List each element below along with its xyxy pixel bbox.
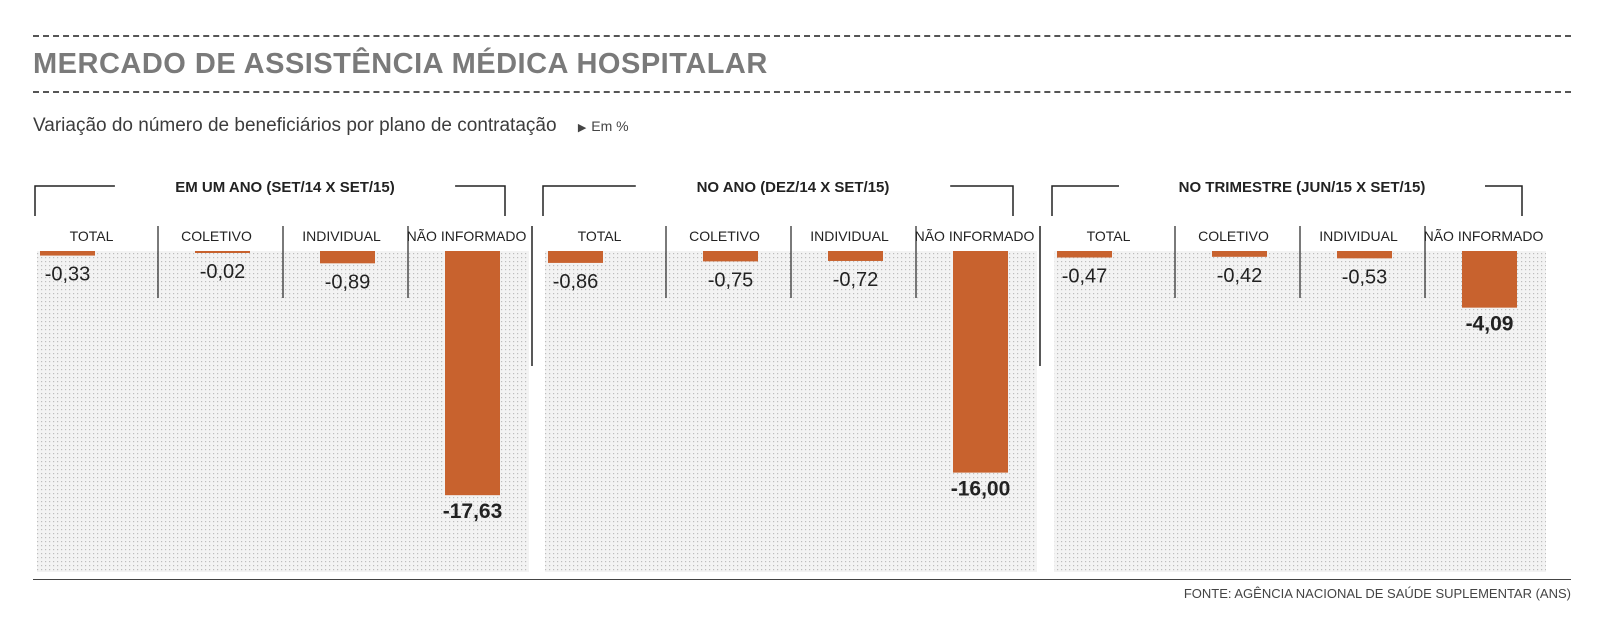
category-label: TOTAL: [70, 228, 114, 244]
unit-label: ▶ Em %: [578, 118, 629, 134]
category-label: INDIVIDUAL: [302, 228, 381, 244]
category-label: TOTAL: [578, 228, 622, 244]
category-label: NÃO INFORMADO: [1424, 228, 1544, 244]
bar: [1057, 251, 1112, 258]
bar: [828, 251, 883, 261]
bar: [1462, 251, 1517, 308]
value-label: -0,89: [325, 271, 371, 293]
value-label: -0,47: [1062, 266, 1108, 288]
bar: [445, 251, 500, 496]
panel-bracket-left: [542, 185, 636, 216]
category-label: COLETIVO: [689, 228, 760, 244]
value-label: -0,53: [1342, 266, 1388, 288]
category-label: COLETIVO: [181, 228, 252, 244]
category-label: NÃO INFORMADO: [407, 228, 527, 244]
bar: [1212, 251, 1267, 257]
value-label: -0,75: [708, 269, 754, 291]
value-label: -0,86: [553, 271, 599, 293]
bar: [195, 251, 250, 253]
chart-title: MERCADO DE ASSISTÊNCIA MÉDICA HOSPITALAR: [33, 48, 768, 80]
source-note: FONTE: AGÊNCIA NACIONAL DE SAÚDE SUPLEME…: [1183, 586, 1571, 601]
value-label: -16,00: [951, 478, 1011, 501]
category-label: TOTAL: [1087, 228, 1131, 244]
category-label: COLETIVO: [1198, 228, 1269, 244]
chart-subtitle: Variação do número de beneficiários por …: [33, 115, 629, 137]
panel-title: NO TRIMESTRE (JUN/15 X SET/15): [1179, 179, 1426, 196]
bar: [320, 251, 375, 264]
bar: [40, 251, 95, 256]
value-label: -4,09: [1466, 313, 1514, 336]
subtitle-text: Variação do número de beneficiários por …: [33, 115, 557, 136]
panel-bracket-left: [1051, 185, 1119, 216]
top-dashed-rule: [33, 35, 1571, 37]
unit-text: Em %: [591, 118, 629, 134]
category-label: INDIVIDUAL: [810, 228, 889, 244]
panel-title: NO ANO (DEZ/14 X SET/15): [697, 179, 890, 196]
value-label: -0,02: [200, 261, 246, 283]
value-label: -17,63: [443, 500, 503, 523]
bar: [548, 251, 603, 263]
panel-bracket-right: [455, 185, 506, 216]
bar: [1337, 251, 1392, 259]
category-label: INDIVIDUAL: [1319, 228, 1398, 244]
play-triangle-icon: ▶: [577, 122, 587, 134]
bottom-rule: [33, 579, 1571, 580]
panel-bracket-right: [1485, 185, 1523, 216]
value-label: -0,42: [1217, 265, 1263, 287]
panel-bracket-right: [950, 185, 1014, 216]
bar: [953, 251, 1008, 473]
value-label: -0,72: [833, 269, 879, 291]
panel-bracket-left: [34, 185, 115, 216]
category-label: NÃO INFORMADO: [915, 228, 1035, 244]
title-dashed-rule: [33, 91, 1571, 93]
bar: [703, 251, 758, 262]
panel-title: EM UM ANO (SET/14 X SET/15): [175, 179, 395, 196]
value-label: -0,33: [45, 264, 91, 286]
